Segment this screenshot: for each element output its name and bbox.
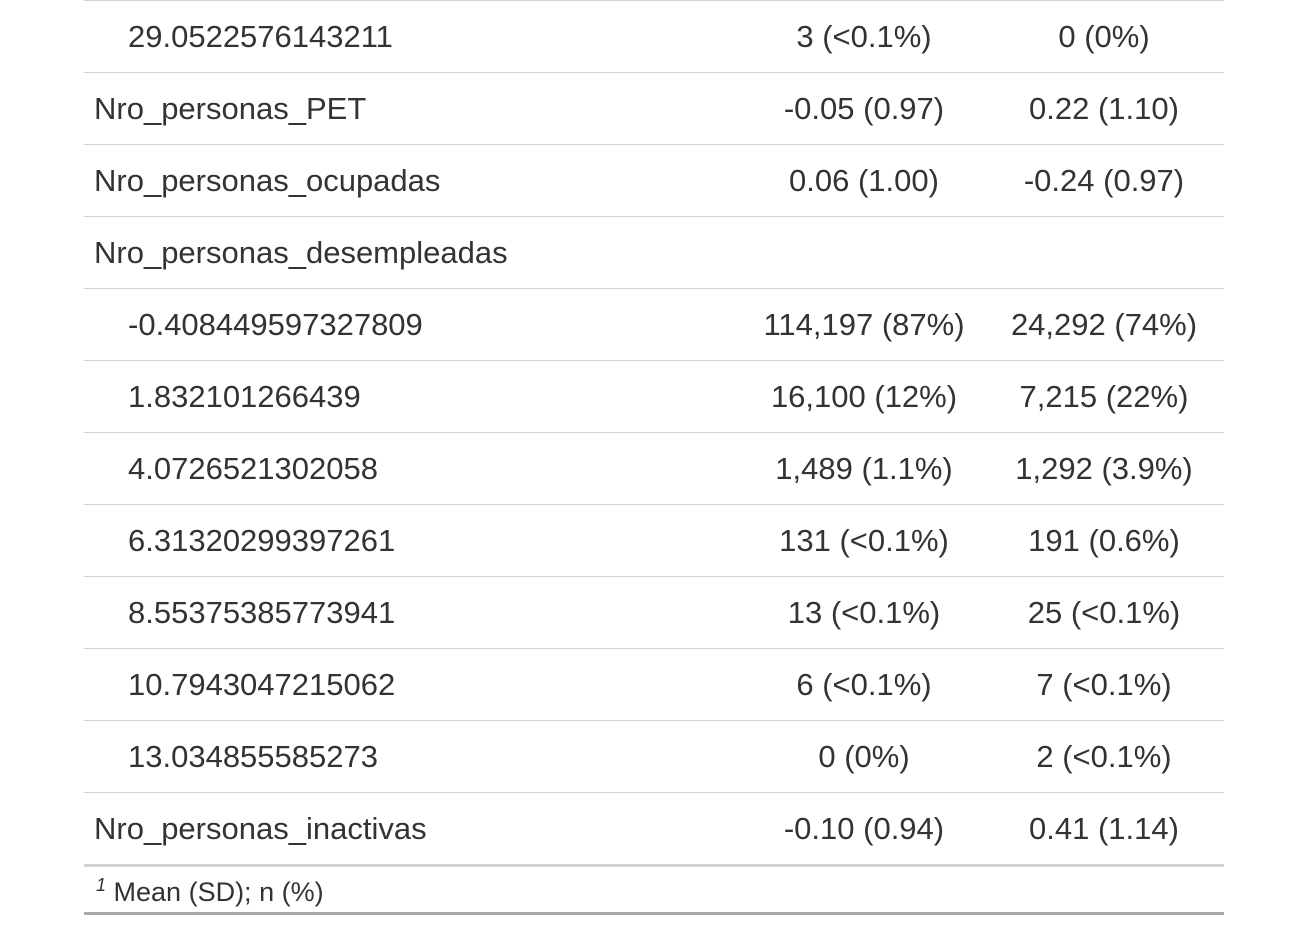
cell-group-2: -0.24 (0.97) (984, 144, 1224, 217)
row-label: 4.0726521302058 (84, 432, 744, 505)
row-label: Nro_personas_PET (84, 72, 744, 145)
footnote: 1 Mean (SD); n (%) (84, 865, 1224, 915)
cell-group-2: 1,292 (3.9%) (984, 432, 1224, 505)
cell-group-1: 16,100 (12%) (744, 360, 984, 433)
table-row: 1.832101266439 16,100 (12%) 7,215 (22%) (84, 360, 1224, 433)
cell-group-2: 2 (<0.1%) (984, 720, 1224, 793)
footnote-marker: 1 (96, 875, 107, 895)
row-label: Nro_personas_ocupadas (84, 144, 744, 217)
cell-group-1: -0.10 (0.94) (744, 792, 984, 867)
table-row: Nro_personas_ocupadas 0.06 (1.00) -0.24 … (84, 144, 1224, 217)
cell-group-2: 24,292 (74%) (984, 288, 1224, 361)
row-label: 8.55375385773941 (84, 576, 744, 649)
cell-group-2: 0.22 (1.10) (984, 72, 1224, 145)
row-label: Nro_personas_inactivas (84, 792, 744, 867)
footnote-text: Mean (SD); n (%) (113, 877, 324, 907)
table-row: Nro_personas_PET -0.05 (0.97) 0.22 (1.10… (84, 72, 1224, 145)
cell-group-2: 7,215 (22%) (984, 360, 1224, 433)
table-footer: 1 Mean (SD); n (%) (84, 865, 1224, 915)
cell-group-1 (744, 216, 984, 289)
cell-group-1: -0.05 (0.97) (744, 72, 984, 145)
row-label: -0.408449597327809 (84, 288, 744, 361)
table-row: 6.31320299397261 131 (<0.1%) 191 (0.6%) (84, 504, 1224, 577)
cell-group-1: 0.06 (1.00) (744, 144, 984, 217)
table-row: 10.7943047215062 6 (<0.1%) 7 (<0.1%) (84, 648, 1224, 721)
cell-group-1: 3 (<0.1%) (744, 0, 984, 73)
summary-table-container: 29.0522576143211 3 (<0.1%) 0 (0%) Nro_pe… (84, 0, 1224, 915)
cell-group-2: 7 (<0.1%) (984, 648, 1224, 721)
row-label: Nro_personas_desempleadas (84, 216, 744, 289)
row-label: 1.832101266439 (84, 360, 744, 433)
row-label: 10.7943047215062 (84, 648, 744, 721)
cell-group-2: 191 (0.6%) (984, 504, 1224, 577)
cell-group-1: 114,197 (87%) (744, 288, 984, 361)
footnote-row: 1 Mean (SD); n (%) (84, 865, 1224, 915)
table-row: -0.408449597327809 114,197 (87%) 24,292 … (84, 288, 1224, 361)
cell-group-2 (984, 216, 1224, 289)
table-row: 4.0726521302058 1,489 (1.1%) 1,292 (3.9%… (84, 432, 1224, 505)
cell-group-1: 0 (0%) (744, 720, 984, 793)
cell-group-1: 1,489 (1.1%) (744, 432, 984, 505)
summary-table: 29.0522576143211 3 (<0.1%) 0 (0%) Nro_pe… (84, 0, 1224, 915)
table-row: Nro_personas_desempleadas (84, 216, 1224, 289)
cell-group-2: 25 (<0.1%) (984, 576, 1224, 649)
cell-group-1: 13 (<0.1%) (744, 576, 984, 649)
cell-group-1: 131 (<0.1%) (744, 504, 984, 577)
cell-group-2: 0 (0%) (984, 0, 1224, 73)
table-row: 13.034855585273 0 (0%) 2 (<0.1%) (84, 720, 1224, 793)
table-row: 8.55375385773941 13 (<0.1%) 25 (<0.1%) (84, 576, 1224, 649)
row-label: 29.0522576143211 (84, 0, 744, 73)
table-body: 29.0522576143211 3 (<0.1%) 0 (0%) Nro_pe… (84, 0, 1224, 867)
cell-group-2: 0.41 (1.14) (984, 792, 1224, 867)
row-label: 6.31320299397261 (84, 504, 744, 577)
table-row: 29.0522576143211 3 (<0.1%) 0 (0%) (84, 0, 1224, 73)
cell-group-1: 6 (<0.1%) (744, 648, 984, 721)
row-label: 13.034855585273 (84, 720, 744, 793)
table-row: Nro_personas_inactivas -0.10 (0.94) 0.41… (84, 792, 1224, 867)
